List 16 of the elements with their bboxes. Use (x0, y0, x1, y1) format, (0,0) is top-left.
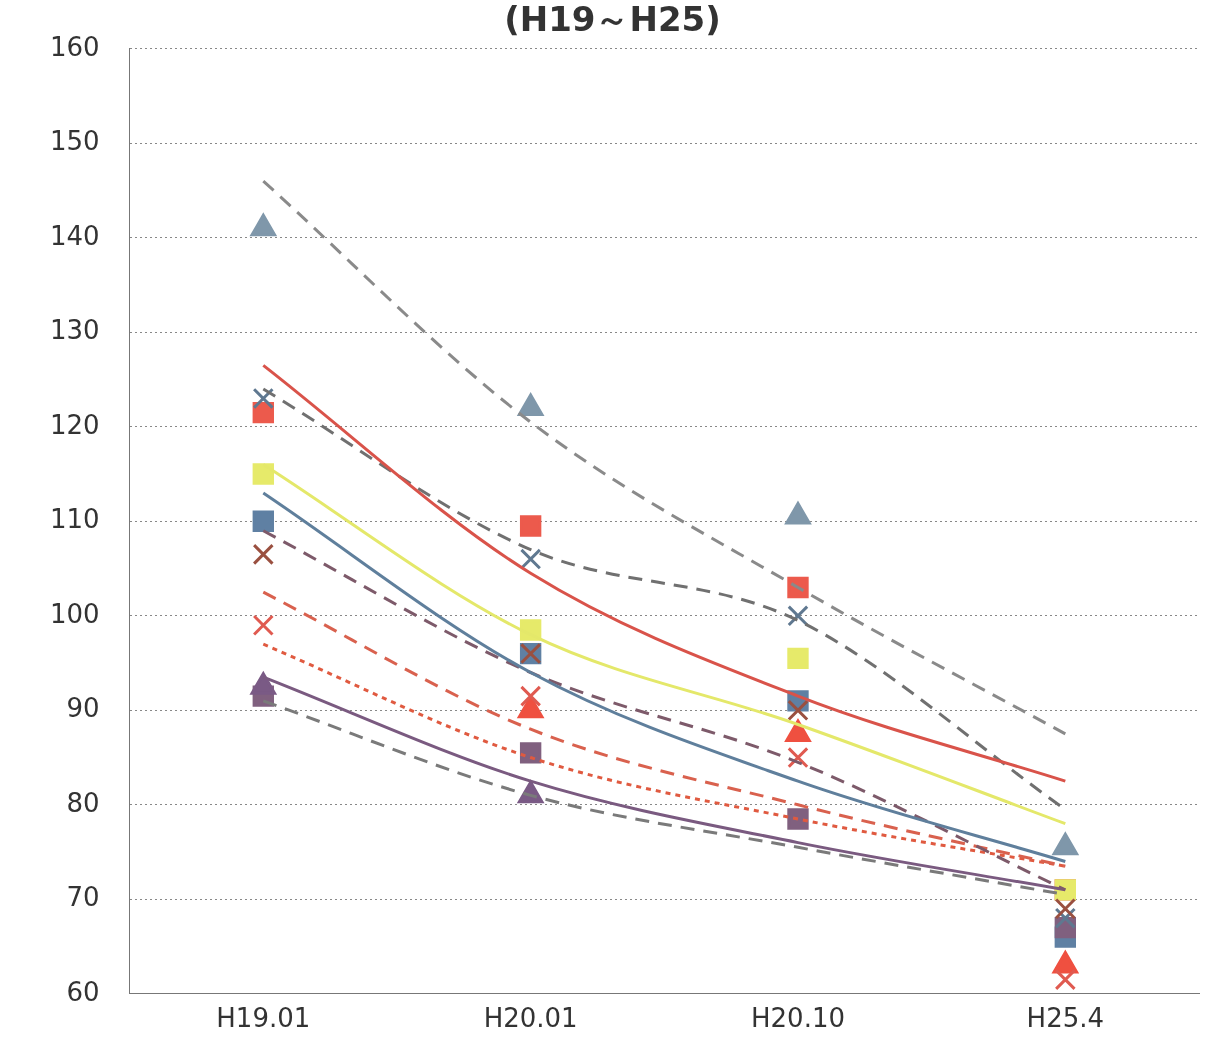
y-tick-label: 110 (49, 504, 100, 535)
y-tick-label: 130 (49, 315, 100, 346)
y-tick-label: 150 (49, 126, 100, 157)
y-tick-label: 80 (66, 787, 100, 818)
x-tick-label: H20.01 (483, 1003, 578, 1034)
chart-title: (H19～H25) (504, 0, 721, 40)
y-tick-label: 70 (66, 882, 100, 913)
y-tick-label: 90 (66, 693, 100, 724)
y-tick-label: 100 (49, 598, 100, 629)
y-tick-label: 140 (49, 220, 100, 251)
y-tick-label: 60 (66, 976, 100, 1007)
x-tick-label: H25.4 (1026, 1003, 1105, 1034)
x-tick-label: H20.10 (750, 1003, 845, 1034)
y-tick-label: 120 (49, 409, 100, 440)
x-tick-label: H19.01 (216, 1003, 311, 1034)
y-tick-label: 160 (49, 31, 100, 62)
